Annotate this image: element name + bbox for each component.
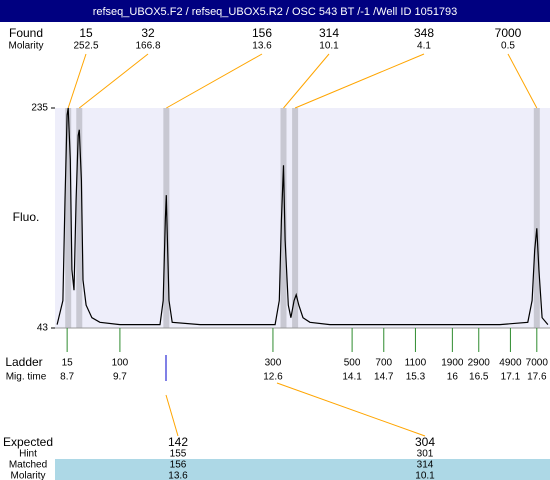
y-label: Fluo. (13, 210, 40, 224)
table-band (55, 459, 550, 480)
ladder-time: 12.6 (263, 372, 283, 383)
ladder-size: 4900 (499, 358, 522, 369)
peak-size: 7000 (495, 26, 522, 40)
ladder-size: 100 (112, 358, 129, 369)
table-cell: 314 (417, 460, 434, 471)
peak-molarity: 10.1 (319, 41, 339, 52)
trace (56, 107, 549, 326)
found-label: Found (9, 26, 43, 40)
ladder-size: 1100 (405, 358, 427, 369)
peak-band (280, 108, 287, 328)
ladder-time: 9.7 (113, 372, 127, 383)
ladder-time: 8.7 (60, 372, 74, 383)
ladder-time: 15.3 (406, 372, 426, 383)
ladder-size: 300 (265, 358, 282, 369)
peak-band (76, 108, 83, 328)
peak-molarity: 4.1 (417, 41, 431, 52)
mig-time-label: Mig. time (6, 372, 47, 383)
ladder-size: 2900 (468, 358, 491, 369)
table-cell: 304 (415, 435, 435, 449)
ladder-size: 700 (375, 358, 392, 369)
peak-band (65, 108, 72, 328)
ladder-size: 7000 (526, 358, 549, 369)
plot-area (55, 108, 550, 328)
peak-molarity: 252.5 (73, 41, 98, 52)
y-tick-label: 235 (31, 103, 48, 114)
peak-size: 15 (79, 26, 93, 40)
peak-size: 348 (414, 26, 434, 40)
table-cell: 13.6 (168, 471, 188, 480)
ladder-size: 15 (62, 358, 74, 369)
table-row-label: Molarity (10, 471, 45, 480)
ladder-size: 1900 (441, 358, 464, 369)
molarity-label: Molarity (8, 41, 43, 52)
expected-link (276, 382, 426, 437)
y-tick-label: 43 (37, 323, 49, 334)
peak-molarity: 0.5 (501, 41, 515, 52)
peak-size: 156 (252, 26, 272, 40)
peak-size: 32 (141, 26, 155, 40)
title-bar (0, 0, 550, 22)
title: refseq_UBOX5.F2 / refseq_UBOX5.R2 / OSC … (93, 6, 458, 18)
peak-molarity: 13.6 (252, 41, 272, 52)
ladder-time: 16 (447, 372, 459, 383)
peak-link (67, 53, 87, 109)
ladder-time: 14.1 (342, 372, 362, 383)
peak-link (166, 53, 263, 109)
peak-link (283, 53, 330, 109)
table-cell: 156 (170, 460, 187, 471)
peak-link (78, 53, 149, 109)
ladder-size: 500 (344, 358, 361, 369)
peak-band (533, 108, 540, 328)
ladder-time: 14.7 (374, 372, 394, 383)
table-row-label: Expected (3, 435, 53, 449)
ladder-time: 16.5 (469, 372, 489, 383)
table-row-label: Hint (19, 449, 37, 460)
table-cell: 155 (170, 449, 187, 460)
peak-band (292, 108, 299, 328)
table-row-label: Matched (9, 460, 47, 471)
table-cell: 10.1 (415, 471, 435, 480)
table-cell: 301 (417, 449, 434, 460)
peak-link (507, 53, 538, 109)
table-cell: 142 (168, 435, 188, 449)
peak-size: 314 (319, 26, 339, 40)
expected-link (165, 394, 179, 437)
peak-molarity: 166.8 (135, 41, 160, 52)
ladder-time: 17.1 (501, 372, 521, 383)
peak-link (294, 53, 425, 109)
ladder-time: 17.6 (527, 372, 547, 383)
ladder-label: Ladder (5, 355, 42, 369)
